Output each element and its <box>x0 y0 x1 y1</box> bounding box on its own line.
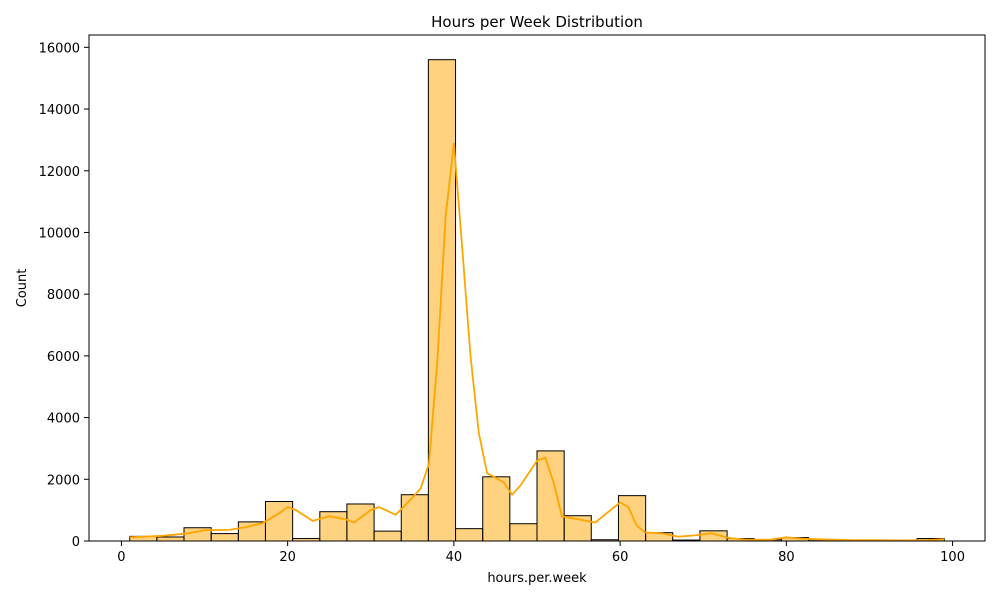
histogram-bar-3 <box>210 533 239 542</box>
histogram-bar-1 <box>156 536 185 542</box>
histogram-bars <box>129 59 945 542</box>
x-tick-label: 60 <box>612 550 629 565</box>
x-tick-label: 0 <box>117 550 125 565</box>
histogram-bar-10 <box>400 494 429 542</box>
histogram-bar-8 <box>346 503 375 542</box>
y-tick-label: 14000 <box>39 103 80 118</box>
histogram-bar-15 <box>536 450 565 542</box>
histogram-bar-9 <box>373 530 402 542</box>
y-tick-label: 8000 <box>47 288 80 303</box>
histogram-bar-12 <box>455 528 484 542</box>
x-axis-ticks: 0 20 40 60 80 100 <box>117 541 965 565</box>
y-tick-label: 4000 <box>47 412 80 427</box>
y-tick-label: 0 <box>72 535 80 550</box>
x-axis-label: hours.per.week <box>487 571 587 586</box>
histogram-bar-18 <box>617 495 647 542</box>
axes-frame <box>88 34 986 542</box>
y-axis-label: Count <box>15 269 30 308</box>
histogram-bar-11 <box>427 59 457 542</box>
histogram-bar-13 <box>482 476 511 542</box>
x-tick-label: 100 <box>940 550 965 565</box>
histogram-bar-4 <box>237 521 266 542</box>
histogram-bar-14 <box>509 523 538 542</box>
chart-title: Hours per Week Distribution <box>431 13 643 31</box>
x-tick-label: 20 <box>279 550 296 565</box>
y-tick-label: 12000 <box>39 165 80 180</box>
kde-curve <box>129 142 945 542</box>
histogram-bar-7 <box>319 511 348 542</box>
y-tick-label: 6000 <box>47 350 80 365</box>
y-tick-label: 16000 <box>39 41 80 56</box>
y-tick-label: 10000 <box>39 226 80 241</box>
y-axis-ticks: 0 2000 4000 6000 8000 10000 12000 14000 16000 <box>39 41 89 550</box>
plot-frame <box>88 34 986 542</box>
x-tick-label: 40 <box>446 550 463 565</box>
y-tick-label: 2000 <box>47 473 80 488</box>
x-tick-label: 80 <box>778 550 795 565</box>
